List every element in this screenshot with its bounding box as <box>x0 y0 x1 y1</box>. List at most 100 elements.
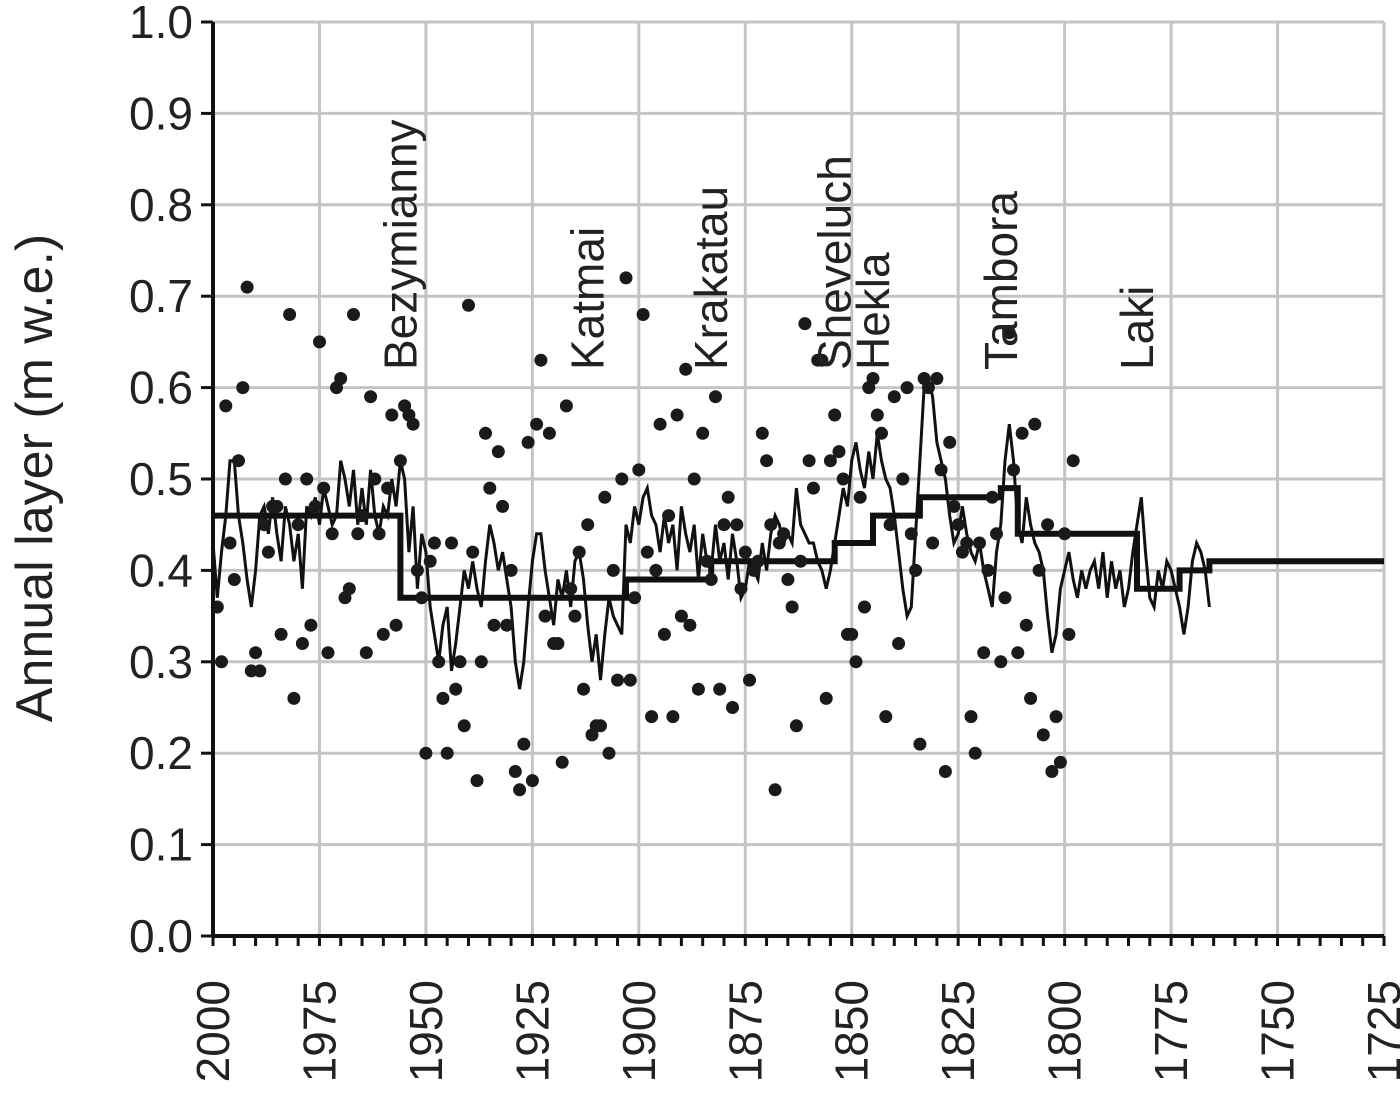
data-point <box>270 499 284 513</box>
data-point <box>517 737 531 751</box>
data-point <box>423 554 437 568</box>
data-point <box>487 618 501 632</box>
data-point <box>372 527 386 541</box>
data-point <box>500 618 514 632</box>
data-point <box>530 417 544 431</box>
data-point <box>449 682 463 696</box>
data-point <box>555 755 569 769</box>
data-point <box>376 627 390 641</box>
data-point <box>726 701 739 714</box>
data-point <box>470 774 484 788</box>
data-point <box>849 655 863 669</box>
data-point <box>730 518 744 532</box>
event-label: Krakatau <box>685 186 737 370</box>
data-point <box>274 627 288 641</box>
data-point <box>623 673 637 687</box>
data-point <box>721 490 735 504</box>
data-point <box>466 545 480 559</box>
data-point <box>457 719 471 733</box>
data-point <box>785 600 799 614</box>
data-point <box>253 664 267 678</box>
data-point <box>1062 627 1076 641</box>
data-point <box>410 563 424 577</box>
data-point <box>934 463 948 477</box>
data-point <box>572 545 586 559</box>
data-point <box>657 627 671 641</box>
data-point <box>866 372 880 385</box>
data-point <box>1015 426 1029 440</box>
data-point <box>794 554 808 568</box>
data-point <box>845 627 859 641</box>
data-point <box>406 417 420 431</box>
data-point <box>909 563 923 577</box>
data-point <box>683 618 697 632</box>
data-point <box>215 655 228 669</box>
x-tick-label: 1725 <box>1358 980 1400 1082</box>
data-point <box>521 435 535 449</box>
data-point <box>436 691 450 705</box>
data-point <box>551 637 565 650</box>
data-point <box>385 408 399 422</box>
data-point <box>1066 454 1080 468</box>
data-point <box>594 719 607 733</box>
data-point <box>704 573 718 586</box>
data-point <box>602 746 616 760</box>
data-point <box>751 554 765 568</box>
data-point <box>564 582 578 596</box>
x-tick-label: 1800 <box>1039 980 1091 1082</box>
data-point <box>334 372 348 385</box>
data-point <box>913 737 927 751</box>
y-tick-label: 0.5 <box>129 453 193 505</box>
data-point <box>926 536 940 550</box>
x-tick-label: 1825 <box>932 980 984 1082</box>
data-point <box>419 746 433 760</box>
data-point <box>261 545 275 559</box>
data-point <box>985 490 999 504</box>
data-point <box>777 527 791 541</box>
x-tick-label: 1775 <box>1145 980 1197 1082</box>
data-point <box>364 390 378 404</box>
data-point <box>938 765 952 778</box>
x-tick-label: 1975 <box>293 980 345 1082</box>
data-point <box>508 765 522 778</box>
data-point <box>760 454 774 468</box>
data-point <box>687 472 701 486</box>
y-axis-title: Annual layer (m w.e.) <box>6 234 64 722</box>
data-point <box>1002 326 1016 340</box>
x-tick-label: 1900 <box>613 980 665 1082</box>
data-point <box>359 646 373 660</box>
data-point <box>559 399 573 413</box>
data-point <box>819 691 833 705</box>
data-point <box>709 390 722 404</box>
data-point <box>713 682 727 696</box>
data-point <box>836 472 850 486</box>
data-point <box>960 536 974 550</box>
data-point <box>445 536 458 550</box>
data-point <box>696 426 710 440</box>
data-point <box>577 682 590 696</box>
y-tick-label: 0.3 <box>129 636 193 688</box>
data-point <box>483 481 497 495</box>
data-point <box>351 527 365 541</box>
data-point <box>496 499 510 513</box>
data-point <box>717 518 731 532</box>
data-point <box>223 536 237 550</box>
data-point <box>568 609 582 623</box>
data-point <box>1011 646 1025 660</box>
y-tick-label: 0.9 <box>129 87 193 139</box>
data-point <box>227 573 241 586</box>
data-point <box>764 518 778 532</box>
data-points-layer <box>210 271 1080 797</box>
data-point <box>879 710 893 724</box>
data-point <box>615 472 629 486</box>
data-point <box>700 554 714 568</box>
data-point <box>283 308 297 321</box>
data-point <box>930 372 944 385</box>
event-label: Laki <box>1111 286 1163 370</box>
data-point <box>240 280 254 294</box>
y-tick-label: 0.8 <box>129 179 193 231</box>
data-point <box>649 563 663 577</box>
data-point <box>645 710 659 724</box>
data-point <box>504 563 518 577</box>
